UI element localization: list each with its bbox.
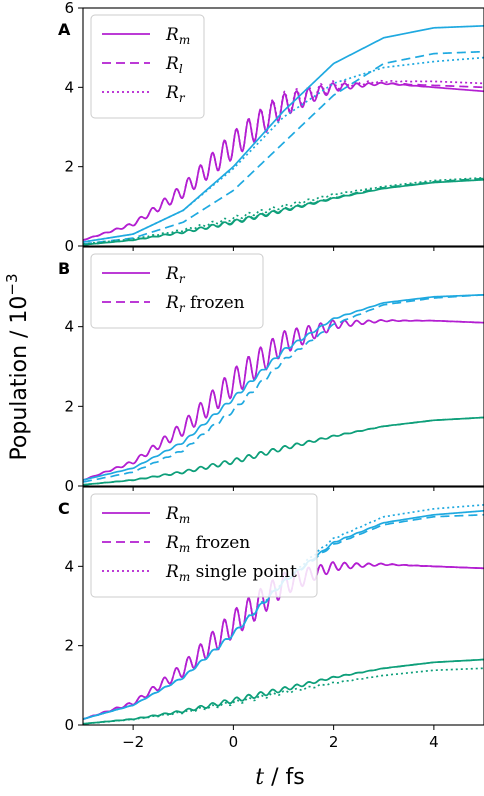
legend-label-subscript: m — [179, 512, 190, 526]
y-axis-title: Population / 10−3 — [3, 273, 32, 460]
series-line-magenta-dotted — [83, 561, 484, 720]
panel-letter: B — [58, 259, 70, 278]
legend-label-symbol: R — [165, 533, 179, 553]
legend-label: Rm single point — [165, 562, 297, 584]
legend-label-symbol: R — [165, 83, 179, 103]
x-axis-title: t / fs — [255, 765, 304, 790]
series-line-blue-solid — [83, 25, 484, 243]
legend-label: Rr — [165, 83, 186, 105]
legend-label-subscript: m — [179, 570, 190, 584]
legend-label: Rr — [165, 264, 186, 286]
series-line-blue-solid — [83, 293, 484, 481]
x-tick-label: 0 — [229, 733, 239, 751]
y-tick-label: 2 — [64, 158, 74, 176]
series-line-green-dotted — [83, 667, 484, 725]
legend-label-symbol: R — [165, 54, 179, 74]
legend-label-subscript: r — [179, 91, 186, 105]
y-tick-label: 2 — [64, 637, 74, 655]
legend-label: Rm — [165, 504, 190, 526]
x-axis-title-unit: / fs — [264, 765, 305, 790]
series-line-green-solid — [83, 178, 484, 246]
y-tick-label: 0 — [64, 477, 74, 495]
y-tick-label: 4 — [64, 557, 74, 575]
legend-label-symbol: R — [165, 25, 179, 45]
series-line-green-dashed — [83, 658, 484, 725]
legend-label-symbol: R — [165, 293, 179, 313]
y-tick-label: 4 — [64, 78, 74, 96]
series-line-magenta-solid — [83, 81, 484, 241]
panel-letter: A — [58, 20, 71, 39]
legend-label-symbol: R — [165, 504, 179, 524]
legend-label-extra: frozen — [190, 533, 250, 553]
legend-label-subscript: m — [179, 541, 190, 555]
legend-box — [90, 14, 205, 119]
legend-label-extra: frozen — [185, 293, 245, 313]
legend-label: Rm frozen — [165, 533, 250, 555]
x-axis-title-t: t — [255, 765, 264, 790]
x-tick-label: 2 — [329, 733, 339, 751]
legend-label-symbol: R — [165, 264, 179, 284]
legend-label-subscript: m — [179, 33, 190, 47]
legend-label-extra: single point — [190, 562, 297, 582]
y-axis-title-text: Population / 10 — [7, 296, 32, 461]
panel-letter: C — [58, 499, 70, 518]
series-line-magenta-dashed — [83, 319, 484, 481]
legend-label: Rm — [165, 25, 190, 47]
legend-label: Rl — [165, 54, 183, 76]
series-line-green-solid — [83, 416, 484, 486]
legend-label-symbol: R — [165, 562, 179, 582]
y-tick-label: 6 — [64, 0, 74, 17]
series-line-green-dashed — [83, 416, 484, 486]
plot-frame — [82, 246, 484, 487]
y-tick-label: 0 — [64, 237, 74, 255]
y-axis-title-exponent: −3 — [3, 273, 21, 295]
y-tick-label: 2 — [64, 397, 74, 415]
legend-label-subscript: l — [179, 62, 183, 76]
x-tick-label: −2 — [122, 733, 144, 751]
legend-label-subscript: r — [179, 272, 186, 286]
y-tick-label: 4 — [64, 318, 74, 336]
y-tick-label: 0 — [64, 716, 74, 734]
series-line-magenta-solid — [83, 319, 484, 481]
series-line-blue-dotted — [83, 504, 484, 720]
series-line-blue-dashed — [83, 50, 484, 245]
plot-frame — [82, 7, 484, 247]
x-tick-label: 4 — [429, 733, 439, 751]
series-group — [83, 293, 484, 486]
legend-label: Rr frozen — [165, 293, 245, 315]
plot-frame — [82, 486, 484, 726]
legend-label-subscript: r — [179, 301, 186, 315]
series-group — [83, 25, 484, 246]
